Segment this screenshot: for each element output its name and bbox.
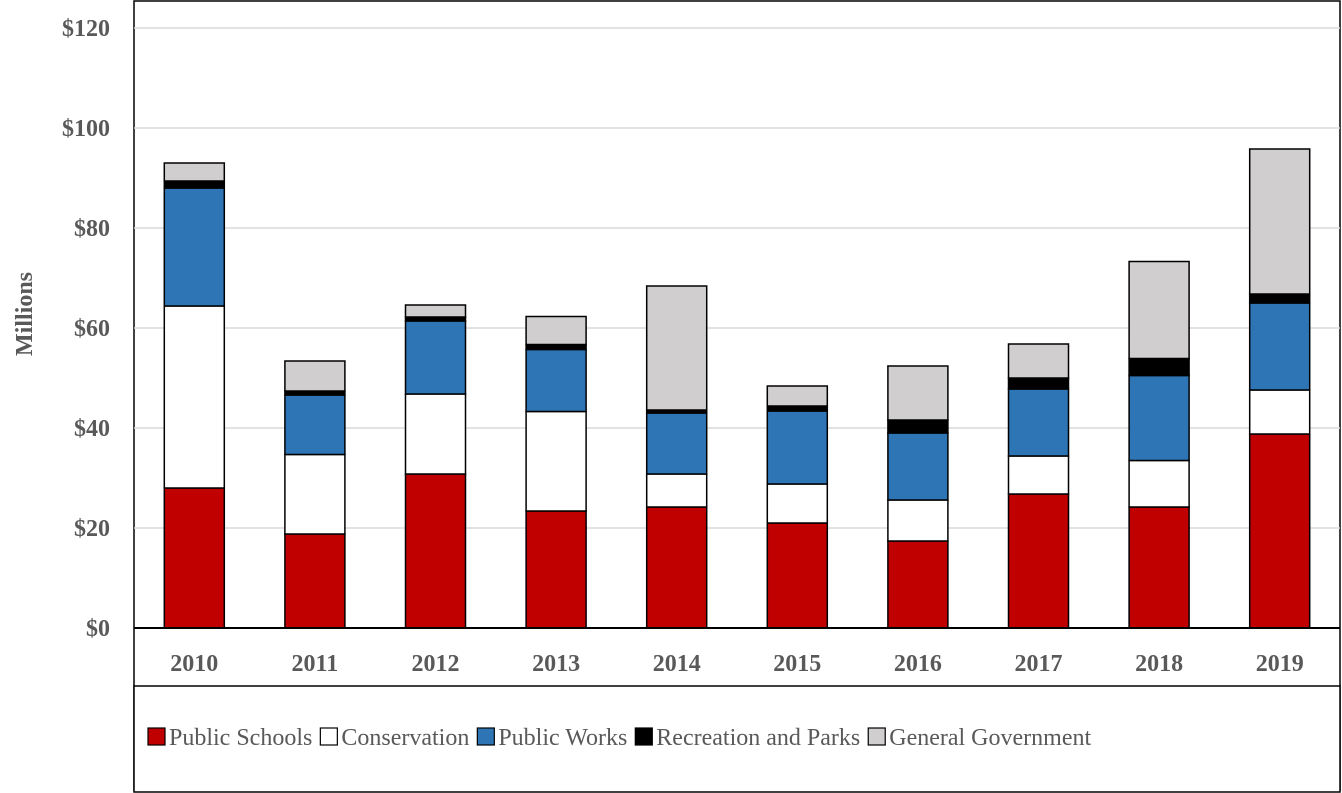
bar-segment <box>525 510 587 629</box>
y-tick-label: $80 <box>74 216 110 242</box>
x-tick-label: 2015 <box>773 651 821 677</box>
bar-segment <box>1248 389 1311 435</box>
bar-segment <box>163 187 226 307</box>
bar-segment <box>284 533 346 629</box>
bar-segment <box>404 304 467 318</box>
bar-segment <box>284 360 346 392</box>
bar-segment <box>766 385 829 407</box>
bar-segment <box>887 540 949 629</box>
bar-segment <box>766 410 829 485</box>
legend: Public Schools Conservation Public Works Re… <box>147 725 1091 751</box>
y-tick-label: $0 <box>86 616 110 642</box>
bar-segment <box>1007 388 1070 457</box>
bar-segment <box>163 487 226 629</box>
x-tick-label: 2013 <box>532 651 580 677</box>
legend-label: Public Schools <box>169 725 312 751</box>
legend-label: Public Works <box>498 725 627 751</box>
legend-swatch <box>867 727 886 746</box>
y-axis-label: Millions <box>12 272 38 356</box>
legend-swatch <box>634 727 653 746</box>
x-tick-label: 2012 <box>412 651 460 677</box>
bar-segment <box>887 499 949 542</box>
bar-segment <box>404 473 467 629</box>
bar-segment <box>525 315 587 346</box>
bar-segment <box>1248 148 1311 295</box>
bar-segment <box>887 432 949 501</box>
bar-segment <box>887 365 949 421</box>
bar-segment <box>163 305 226 489</box>
bar-segment <box>163 162 226 182</box>
y-tick-label: $120 <box>62 16 110 42</box>
y-tick-label: $20 <box>74 516 110 542</box>
y-tick-labels: $0 $20 $40 $60 $80 $100 $120 <box>62 16 110 642</box>
bar-segment <box>284 394 346 456</box>
bar-segment <box>645 412 708 475</box>
bar-segment <box>645 285 708 411</box>
legend-label: Recreation and Parks <box>656 725 860 751</box>
bar-segment <box>1128 357 1190 377</box>
bar-segment <box>1007 455 1070 495</box>
x-tick-label: 2014 <box>653 651 701 677</box>
bar-segment <box>1248 293 1311 304</box>
bar-segment <box>766 483 829 524</box>
legend-label: Conservation <box>341 725 469 751</box>
bar-segment <box>404 320 467 395</box>
bar-segment <box>1007 377 1070 390</box>
bar-segment <box>1128 459 1190 508</box>
x-tick-label: 2018 <box>1135 651 1183 677</box>
bar-segment <box>766 522 829 629</box>
bar-segment <box>1007 493 1070 629</box>
x-tick-label: 2017 <box>1015 651 1063 677</box>
bar-segment <box>525 348 587 413</box>
bar-segment <box>284 453 346 535</box>
x-tick-label: 2011 <box>292 651 339 677</box>
bar-segment <box>887 419 949 434</box>
bar-segment <box>1128 506 1190 629</box>
y-tick-label: $100 <box>62 116 110 142</box>
bar-segment <box>525 410 587 512</box>
bar-segment <box>645 506 708 629</box>
y-tick-label: $40 <box>74 416 110 442</box>
bar-segment <box>645 473 708 508</box>
bar-segment <box>1007 343 1070 379</box>
legend-swatch <box>476 727 495 746</box>
x-tick-label: 2010 <box>170 651 218 677</box>
bar-segment <box>1248 302 1311 391</box>
legend-swatch <box>319 727 338 746</box>
legend-swatch <box>147 727 166 746</box>
bars <box>163 148 1311 629</box>
x-tick-label: 2019 <box>1256 651 1304 677</box>
bar-segment <box>1128 260 1190 360</box>
bar-segment <box>1128 374 1190 462</box>
bar-segment <box>163 180 226 189</box>
x-tick-labels: 2010 2011 2012 2013 2014 2015 2016 2017 2018 2019 <box>170 651 1303 677</box>
legend-label: General Government <box>889 725 1091 751</box>
bar-segment <box>404 393 467 475</box>
y-tick-label: $60 <box>74 316 110 342</box>
bar-segment <box>1248 433 1311 629</box>
x-tick-label: 2016 <box>894 651 942 677</box>
